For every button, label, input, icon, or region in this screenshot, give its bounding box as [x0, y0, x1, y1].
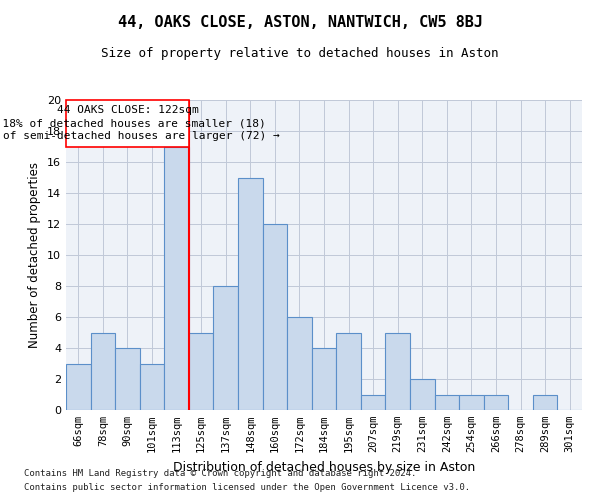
Bar — [336, 332, 361, 410]
X-axis label: Distribution of detached houses by size in Aston: Distribution of detached houses by size … — [173, 460, 475, 473]
Bar — [459, 394, 484, 410]
Text: 73% of semi-detached houses are larger (72) →: 73% of semi-detached houses are larger (… — [0, 132, 280, 141]
Bar — [263, 224, 287, 410]
Bar — [410, 379, 434, 410]
Text: 44 OAKS CLOSE: 122sqm: 44 OAKS CLOSE: 122sqm — [56, 105, 199, 115]
Text: Contains public sector information licensed under the Open Government Licence v3: Contains public sector information licen… — [24, 484, 470, 492]
Bar — [66, 364, 91, 410]
Bar — [115, 348, 140, 410]
Bar — [533, 394, 557, 410]
Bar — [434, 394, 459, 410]
Text: Size of property relative to detached houses in Aston: Size of property relative to detached ho… — [101, 48, 499, 60]
Bar — [189, 332, 214, 410]
Text: 44, OAKS CLOSE, ASTON, NANTWICH, CW5 8BJ: 44, OAKS CLOSE, ASTON, NANTWICH, CW5 8BJ — [118, 15, 482, 30]
Bar — [238, 178, 263, 410]
Bar — [66, 100, 189, 146]
Bar — [140, 364, 164, 410]
Y-axis label: Number of detached properties: Number of detached properties — [28, 162, 41, 348]
Bar — [164, 146, 189, 410]
Bar — [287, 317, 312, 410]
Bar — [312, 348, 336, 410]
Bar — [484, 394, 508, 410]
Bar — [361, 394, 385, 410]
Bar — [214, 286, 238, 410]
Text: Contains HM Land Registry data © Crown copyright and database right 2024.: Contains HM Land Registry data © Crown c… — [24, 468, 416, 477]
Bar — [385, 332, 410, 410]
Bar — [91, 332, 115, 410]
Text: ← 18% of detached houses are smaller (18): ← 18% of detached houses are smaller (18… — [0, 118, 266, 128]
